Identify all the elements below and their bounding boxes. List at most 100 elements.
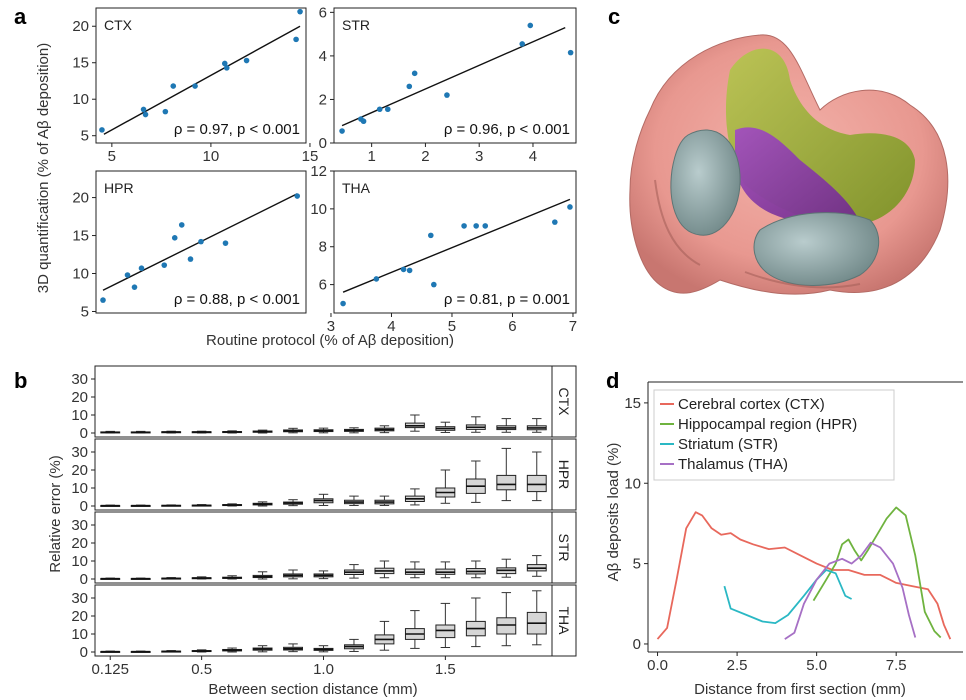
subplot-label: THA <box>342 180 371 196</box>
data-point <box>192 83 198 89</box>
x-tick-label: 15 <box>302 148 319 165</box>
box <box>465 416 486 433</box>
y-tick-label: 8 <box>319 239 327 256</box>
x-tick-label: 3 <box>327 318 335 335</box>
x-tick-label: 10 <box>203 148 220 165</box>
subplot-label: HPR <box>104 180 134 196</box>
data-point <box>138 265 145 271</box>
box <box>252 501 273 507</box>
box <box>465 460 486 503</box>
data-point <box>178 222 185 228</box>
regression-line <box>342 198 571 293</box>
box <box>435 602 456 648</box>
data-point <box>552 219 558 225</box>
box <box>344 495 364 506</box>
box <box>404 610 425 649</box>
y-tick-label: 20 <box>71 462 88 479</box>
x-tick-label: 1 <box>367 148 375 165</box>
y-tick-label: 6 <box>319 4 327 21</box>
y-tick-label: 12 <box>310 163 327 180</box>
data-point <box>140 106 147 113</box>
box <box>526 555 547 577</box>
data-point <box>567 204 573 210</box>
data-point <box>567 49 574 56</box>
box <box>130 577 151 580</box>
box <box>344 564 364 579</box>
y-tick-label: 10 <box>624 475 641 492</box>
y-tick-label: 0 <box>80 571 88 588</box>
y-tick-label: 10 <box>71 407 88 424</box>
box <box>374 495 395 506</box>
series-line <box>784 541 917 640</box>
correlation-annotation: ρ = 0.96, p < 0.001 <box>444 121 570 138</box>
box <box>161 577 182 580</box>
box <box>496 592 517 647</box>
panel-d-plot: 0 5 10 15 0.0 2.5 5.0 7.5 Cerebral cortex (CTX) H… <box>624 381 963 674</box>
y-tick-label: 20 <box>72 18 89 35</box>
panel-b-ylabel: Relative error (%) <box>47 455 64 573</box>
box <box>100 650 121 653</box>
x-tick-label: 5 <box>448 318 456 335</box>
series-line <box>723 569 853 624</box>
data-point <box>171 235 178 241</box>
data-point <box>400 266 407 273</box>
x-tick-label: 1.0 <box>313 661 334 678</box>
box <box>526 451 547 502</box>
data-point <box>99 127 105 133</box>
plot-frame <box>333 7 577 144</box>
thalamus <box>735 127 860 227</box>
data-point <box>243 57 250 64</box>
data-point <box>360 118 367 125</box>
y-tick-label: 2 <box>319 91 327 108</box>
box <box>496 418 517 433</box>
data-point <box>406 267 413 274</box>
box <box>344 638 364 652</box>
correlation-annotation: ρ = 0.97, p < 0.001 <box>174 121 300 138</box>
y-tick-label: 0 <box>319 135 327 152</box>
panel-label-a: a <box>14 4 27 29</box>
box <box>313 570 334 580</box>
data-point <box>221 60 228 67</box>
strip-header <box>551 365 577 438</box>
panel-label-d: d <box>606 368 619 393</box>
panel-a: 3D quantification (% of Aβ deposition) R… <box>35 4 577 349</box>
y-tick-label: 0 <box>80 425 88 442</box>
x-tick-label: 0.0 <box>647 657 668 674</box>
scatter-str: 0 2 4 6 1 2 3 4 STR ρ = 0.96, p < 0.001 <box>319 4 577 165</box>
correlation-annotation: ρ = 0.81, p = 0.001 <box>444 291 570 308</box>
y-tick-label: 20 <box>71 608 88 625</box>
legend-entry: Striatum (STR) <box>678 436 778 453</box>
x-tick-label: 6 <box>508 318 516 335</box>
legend: Cerebral cortex (CTX) Hippocampal region … <box>653 389 895 481</box>
y-tick-label: 10 <box>72 91 89 108</box>
box <box>130 430 151 434</box>
data-point <box>100 297 106 303</box>
box <box>252 429 273 434</box>
data-point <box>293 36 299 43</box>
legend-entry: Cerebral cortex (CTX) <box>678 396 825 413</box>
data-point <box>373 276 380 282</box>
data-point <box>340 300 346 307</box>
panel-b-xlabel: Between section distance (mm) <box>208 681 417 698</box>
x-tick-label: 4 <box>387 318 395 335</box>
striatum-right <box>753 212 880 286</box>
box <box>100 504 121 507</box>
strip-header <box>551 511 577 584</box>
y-tick-label: 0 <box>80 644 88 661</box>
y-tick-label: 5 <box>633 556 641 573</box>
box <box>222 430 243 434</box>
box <box>374 425 395 434</box>
correlation-annotation: ρ = 0.88, p < 0.001 <box>174 291 300 308</box>
y-tick-label: 20 <box>71 389 88 406</box>
box <box>252 645 273 653</box>
y-tick-label: 30 <box>71 371 88 388</box>
cortex-inner-edge <box>654 179 861 289</box>
panel-b: Relative error (%) Between section dista… <box>47 365 577 698</box>
data-point <box>384 106 391 113</box>
legend-entry: Thalamus (THA) <box>678 456 788 473</box>
x-tick-label: 0.5 <box>191 661 212 678</box>
y-tick-label: 0 <box>80 498 88 515</box>
x-tick-label: 4 <box>529 148 537 165</box>
